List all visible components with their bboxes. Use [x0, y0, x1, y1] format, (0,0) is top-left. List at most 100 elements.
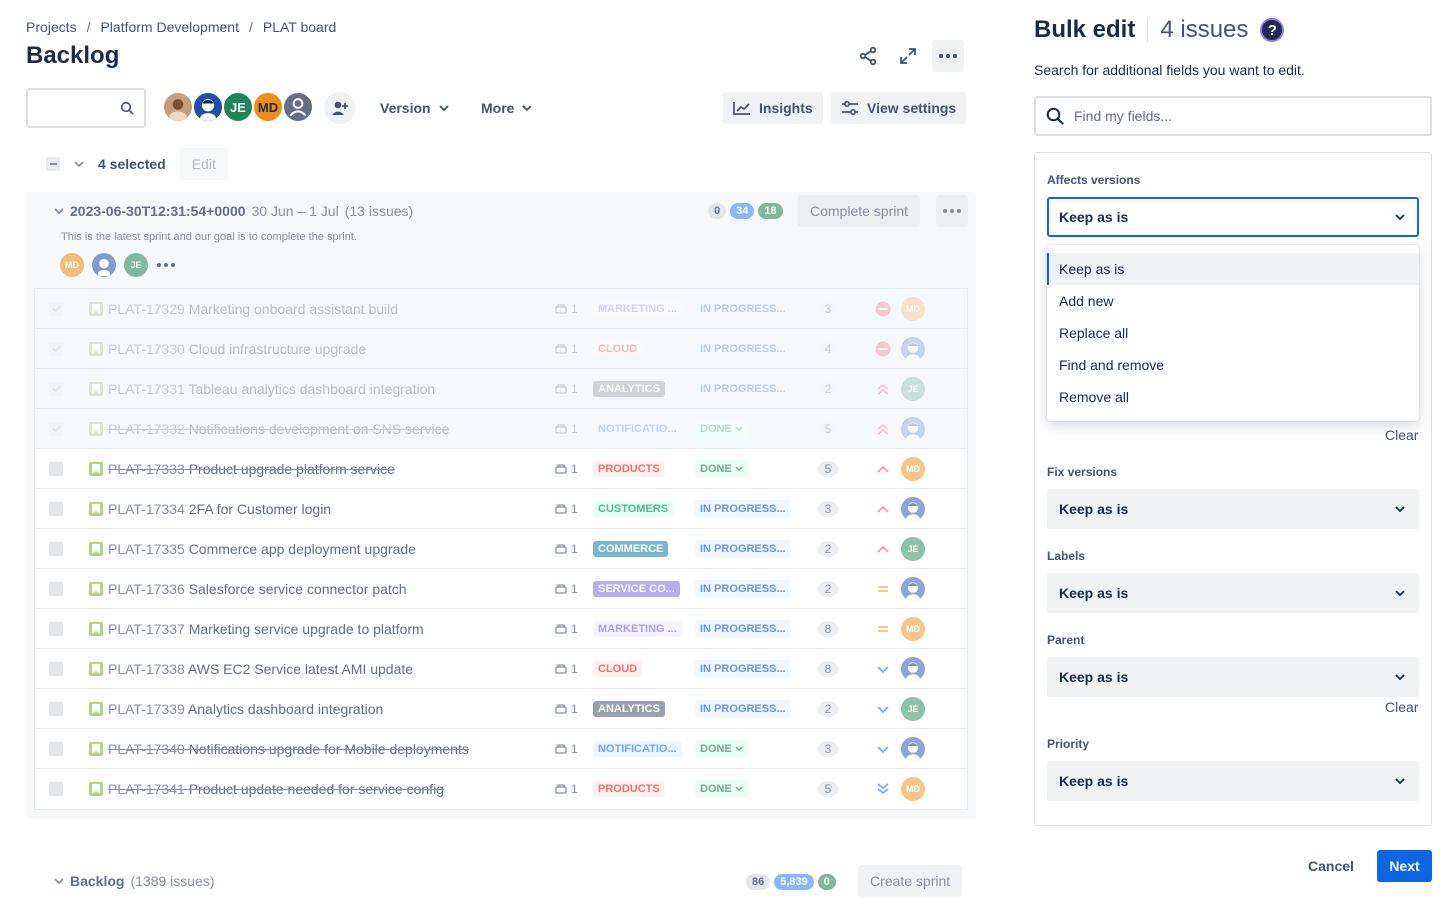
issue-key[interactable]: PLAT-17337 Marketing service upgrade to …	[108, 620, 424, 637]
issue-key[interactable]: PLAT-17334 2FA for Customer login	[108, 500, 332, 517]
avatar[interactable]	[282, 91, 314, 123]
issue-row[interactable]: PLAT-17340 Notifications upgrade for Mob…	[35, 729, 967, 769]
issue-row[interactable]: PLAT-17339 Analytics dashboard integrati…	[35, 689, 967, 729]
parent-clear-link[interactable]: Clear	[1385, 699, 1419, 715]
breadcrumb-project[interactable]: Platform Development	[100, 19, 239, 35]
status-badge[interactable]: IN PROGRESS...	[695, 539, 791, 558]
issue-checkbox[interactable]	[49, 381, 63, 396]
add-people-button[interactable]	[324, 92, 356, 124]
help-icon[interactable]: ?	[1260, 18, 1285, 42]
avatar[interactable]: JE	[901, 536, 925, 561]
select-all-checkbox[interactable]	[46, 157, 60, 171]
issue-checkbox[interactable]	[49, 501, 63, 516]
breadcrumb-projects[interactable]: Projects	[26, 19, 77, 35]
complete-sprint-button[interactable]: Complete sprint	[798, 195, 921, 227]
avatar[interactable]	[192, 91, 224, 123]
avatar[interactable]: JE	[222, 91, 254, 123]
parent-select[interactable]: Keep as is	[1047, 657, 1419, 697]
issue-checkbox[interactable]	[49, 741, 63, 756]
create-sprint-button[interactable]: Create sprint	[858, 865, 963, 897]
avatar[interactable]: MD	[60, 253, 84, 277]
issue-label[interactable]: CLOUD	[593, 660, 643, 677]
issue-key[interactable]: PLAT-17338 AWS EC2 Service latest AMI up…	[108, 660, 414, 677]
avatar[interactable]	[901, 656, 925, 681]
next-button[interactable]: Next	[1377, 850, 1432, 882]
share-button[interactable]	[852, 40, 884, 72]
issue-label[interactable]: ANALYTICS	[593, 380, 665, 397]
issue-label[interactable]: NOTIFICATIO...	[593, 740, 682, 757]
issue-key[interactable]: PLAT-17329 Marketing onboard assistant b…	[108, 300, 399, 317]
issue-row[interactable]: PLAT-17341 Product update needed for ser…	[35, 769, 967, 809]
edit-button[interactable]: Edit	[179, 148, 228, 180]
backlog-search-input[interactable]	[26, 88, 146, 128]
avatar[interactable]: JE	[901, 376, 925, 401]
issue-row[interactable]: PLAT-17331 Tableau analytics dashboard i…	[35, 369, 967, 409]
issue-checkbox[interactable]	[49, 581, 63, 596]
issue-row[interactable]: PLAT-17330 Cloud infrastructure upgrade 1…	[35, 329, 967, 369]
issue-checkbox[interactable]	[49, 701, 63, 716]
fix-versions-select[interactable]: Keep as is	[1047, 489, 1419, 529]
sprint-header[interactable]: 2023-06-30T12:31:54+0000 30 Jun – 1 Jul …	[54, 203, 413, 219]
affects-versions-select[interactable]: Keep as is	[1047, 197, 1419, 237]
issue-checkbox[interactable]	[49, 341, 63, 356]
issue-checkbox[interactable]	[49, 461, 63, 476]
issue-label[interactable]: ANALYTICS	[593, 700, 665, 717]
issue-key[interactable]: PLAT-17341 Product update needed for ser…	[108, 781, 444, 797]
status-badge[interactable]: IN PROGRESS...	[695, 699, 791, 718]
issue-label[interactable]: PRODUCTS	[593, 781, 665, 797]
labels-select[interactable]: Keep as is	[1047, 573, 1419, 613]
issue-row[interactable]: PLAT-17333 Product upgrade platform serv…	[35, 449, 967, 489]
menu-option-replace-all[interactable]: Replace all	[1059, 325, 1129, 341]
fullscreen-button[interactable]	[892, 40, 924, 72]
issue-key[interactable]: PLAT-17332 Notifications development on …	[108, 420, 450, 437]
issue-label[interactable]: CLOUD	[593, 340, 643, 357]
issue-row[interactable]: PLAT-17334 2FA for Customer login 1 CUSTOM…	[35, 489, 967, 529]
avatar[interactable]	[901, 496, 925, 521]
status-badge[interactable]: IN PROGRESS...	[695, 339, 791, 358]
version-filter-dropdown[interactable]: Version	[380, 100, 449, 116]
issue-row[interactable]: PLAT-17332 Notifications development on …	[35, 409, 967, 449]
status-badge[interactable]: DONE	[695, 739, 748, 758]
issue-checkbox[interactable]	[49, 621, 63, 636]
avatar[interactable]	[901, 736, 925, 761]
find-fields-input[interactable]: Find my fields...	[1034, 96, 1432, 136]
issue-label[interactable]: NOTIFICATIO...	[593, 420, 682, 437]
issue-key[interactable]: PLAT-17330 Cloud infrastructure upgrade	[108, 340, 367, 357]
status-badge[interactable]: DONE	[695, 419, 748, 438]
affects-versions-clear-link[interactable]: Clear	[1385, 427, 1419, 443]
avatar[interactable]: MD	[252, 91, 284, 123]
issue-checkbox[interactable]	[49, 541, 63, 556]
status-badge[interactable]: IN PROGRESS...	[695, 619, 791, 638]
issue-row[interactable]: PLAT-17335 Commerce app deployment upgra…	[35, 529, 967, 569]
issue-row[interactable]: PLAT-17329 Marketing onboard assistant b…	[35, 289, 967, 329]
more-filters-dropdown[interactable]: More	[481, 100, 533, 116]
menu-option-add-new[interactable]: Add new	[1059, 293, 1114, 309]
status-badge[interactable]: IN PROGRESS...	[695, 299, 791, 318]
issue-row[interactable]: PLAT-17337 Marketing service upgrade to …	[35, 609, 967, 649]
avatar[interactable]: MD	[901, 456, 925, 481]
issue-label[interactable]: COMMERCE	[593, 540, 669, 557]
issue-label[interactable]: MARKETING ...	[593, 300, 682, 317]
status-badge[interactable]: IN PROGRESS...	[695, 379, 791, 398]
backlog-header[interactable]: Backlog (1389 issues)	[54, 873, 215, 889]
issue-key[interactable]: PLAT-17331 Tableau analytics dashboard i…	[108, 380, 436, 397]
avatar[interactable]: JE	[901, 696, 925, 721]
avatar[interactable]: MD	[901, 296, 925, 321]
menu-option-keep-as-is[interactable]: Keep as is	[1047, 253, 1419, 285]
issue-label[interactable]: MARKETING ...	[593, 620, 682, 637]
issue-label[interactable]: PRODUCTS	[593, 460, 665, 477]
avatar[interactable]: MD	[901, 616, 925, 641]
avatar[interactable]: JE	[124, 253, 148, 277]
issue-checkbox[interactable]	[49, 661, 63, 676]
issue-key[interactable]: PLAT-17335 Commerce app deployment upgra…	[108, 540, 416, 557]
more-actions-button[interactable]	[932, 40, 964, 72]
menu-option-remove-all[interactable]: Remove all	[1059, 389, 1130, 405]
issue-label[interactable]: SERVICE CO...	[593, 580, 680, 597]
issue-key[interactable]: PLAT-17333 Product upgrade platform serv…	[108, 460, 395, 477]
avatar[interactable]	[901, 336, 925, 361]
issue-row[interactable]: PLAT-17336 Salesforce service connector …	[35, 569, 967, 609]
status-badge[interactable]: IN PROGRESS...	[695, 579, 791, 598]
view-settings-button[interactable]: View settings	[831, 92, 967, 124]
status-badge[interactable]: DONE	[695, 459, 748, 478]
issue-key[interactable]: PLAT-17340 Notifications upgrade for Mob…	[108, 740, 469, 757]
